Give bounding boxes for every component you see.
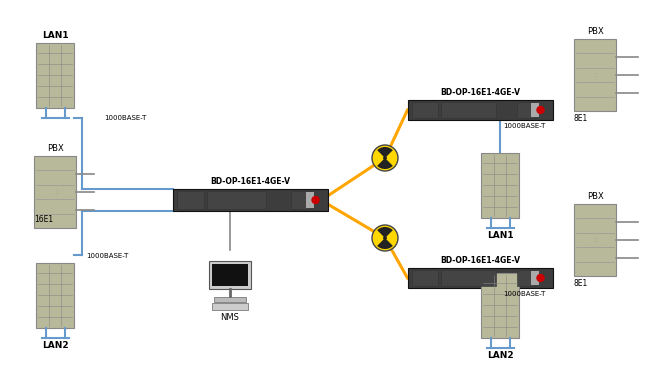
FancyBboxPatch shape [530,103,538,117]
FancyBboxPatch shape [36,262,74,327]
Text: PBX: PBX [47,144,64,153]
FancyBboxPatch shape [177,191,204,209]
Text: LAN1: LAN1 [42,31,68,39]
Circle shape [383,156,387,160]
FancyBboxPatch shape [411,102,437,118]
FancyBboxPatch shape [411,270,437,286]
Text: 1000BASE-T: 1000BASE-T [104,115,146,121]
Text: BD-OP-16E1-4GE-V: BD-OP-16E1-4GE-V [210,177,290,186]
FancyBboxPatch shape [408,268,552,288]
Text: LAN2: LAN2 [487,352,514,361]
FancyBboxPatch shape [306,192,313,208]
FancyBboxPatch shape [34,156,76,228]
FancyBboxPatch shape [481,273,519,338]
Text: PBX: PBX [586,192,603,201]
Text: BD-OP-16E1-4GE-V: BD-OP-16E1-4GE-V [440,88,520,97]
Text: :: : [594,72,596,78]
Text: 16E1: 16E1 [34,215,53,224]
FancyBboxPatch shape [530,271,538,285]
FancyBboxPatch shape [441,270,496,286]
Text: 1000BASE-T: 1000BASE-T [503,123,545,129]
Circle shape [372,225,398,251]
FancyBboxPatch shape [517,270,534,286]
FancyBboxPatch shape [291,191,309,209]
FancyBboxPatch shape [574,39,616,111]
Circle shape [537,107,544,113]
Circle shape [372,145,398,171]
Wedge shape [377,227,393,238]
FancyBboxPatch shape [212,303,248,310]
FancyBboxPatch shape [517,102,534,118]
FancyBboxPatch shape [481,152,519,217]
FancyBboxPatch shape [214,297,246,302]
FancyBboxPatch shape [209,261,251,289]
FancyBboxPatch shape [212,264,248,286]
Text: LAN1: LAN1 [487,231,514,240]
Text: 8E1: 8E1 [574,114,588,123]
Text: 8E1: 8E1 [574,279,588,288]
Text: PBX: PBX [586,27,603,36]
Text: :: : [594,237,596,243]
FancyBboxPatch shape [574,204,616,276]
Wedge shape [377,147,393,158]
Circle shape [537,274,544,282]
Wedge shape [377,238,393,249]
Text: LAN2: LAN2 [42,341,68,350]
FancyBboxPatch shape [36,42,74,107]
FancyBboxPatch shape [408,100,552,120]
Wedge shape [377,158,393,169]
FancyBboxPatch shape [207,191,266,209]
Circle shape [383,236,387,240]
Text: 1000BASE-T: 1000BASE-T [86,253,129,259]
FancyBboxPatch shape [441,102,496,118]
Text: :: : [54,189,56,195]
Circle shape [312,197,319,203]
FancyBboxPatch shape [172,189,328,211]
Text: BD-OP-16E1-4GE-V: BD-OP-16E1-4GE-V [440,256,520,265]
Text: 1000BASE-T: 1000BASE-T [503,291,545,297]
Text: NMS: NMS [220,313,239,322]
